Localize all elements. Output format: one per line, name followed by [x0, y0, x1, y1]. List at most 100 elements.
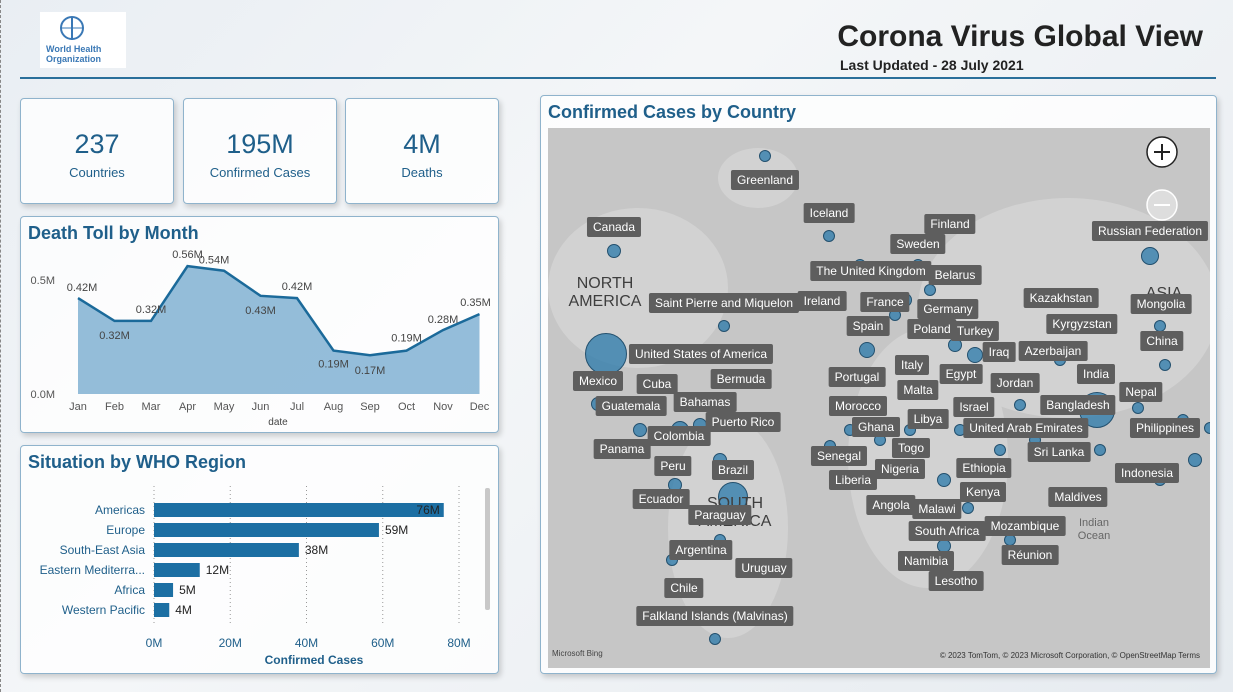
country-label: The United Kingdom: [810, 261, 932, 281]
country-label: United States of America: [628, 344, 774, 364]
chart: 0M 20M 40M 60M 80M Americas 76M Europe 59M South-…: [40, 486, 490, 667]
x-tick-label: Jul: [290, 401, 304, 413]
country-label: Nigeria: [874, 459, 926, 479]
country-label: Mexico: [572, 371, 624, 391]
kpi-label: Deaths: [401, 165, 443, 180]
map-bubble: [759, 150, 771, 162]
value-label: 0.42M: [67, 282, 98, 294]
map-bubble: [1094, 444, 1106, 456]
region-label: Indian Ocean: [1077, 517, 1111, 542]
x-tick-label: 0M: [146, 636, 163, 650]
y-tick-label: Eastern Mediterra...: [40, 563, 145, 577]
kpi-label: Countries: [69, 165, 125, 180]
country-label: Greenland: [730, 170, 800, 190]
map-bubble: [962, 502, 974, 514]
x-tick-label: Oct: [398, 401, 415, 413]
kpi-value: 237: [74, 129, 120, 159]
kpi-value: 195M: [226, 129, 294, 159]
y-tick-label: Americas: [95, 503, 145, 517]
country-label: China: [1140, 331, 1184, 351]
value-label: 59M: [385, 523, 408, 537]
y-tick-label: 0.5M: [31, 275, 55, 287]
country-label: Philippines: [1129, 418, 1201, 438]
zoom-in[interactable]: [1144, 134, 1180, 170]
map-attribution: Microsoft Bing: [552, 649, 603, 658]
map-bubble: [937, 473, 951, 487]
country-label: India: [1076, 364, 1116, 384]
logo: World Health Organization: [40, 12, 126, 68]
map-bubble: [924, 284, 936, 296]
country-label: Peru: [654, 456, 692, 476]
country-label: Togo: [891, 438, 931, 458]
x-tick-label: Mar: [142, 401, 161, 413]
country-label: Panama: [593, 439, 651, 459]
country-label: Iraq: [982, 342, 1016, 362]
y-tick-label: South-East Asia: [60, 543, 146, 557]
country-label: Senegal: [810, 446, 868, 466]
y-tick-label: 0.0M: [31, 389, 55, 401]
bar: [154, 563, 200, 577]
bar: [154, 523, 379, 537]
x-tick-label: Dec: [470, 401, 490, 413]
country-label: Israel: [953, 397, 995, 417]
logo-emblem: [60, 16, 84, 40]
country-label: Paraguay: [688, 505, 752, 525]
kpi-card: 237 Countries: [20, 98, 174, 204]
country-label: Ethiopia: [956, 458, 1012, 478]
country-label: Bermuda: [710, 369, 772, 389]
country-label: Mongolia: [1130, 294, 1192, 314]
value-label: 0.32M: [99, 330, 130, 342]
map-bubble: [967, 347, 983, 363]
country-label: Mozambique: [984, 516, 1066, 536]
country-label: United Arab Emirates: [963, 418, 1089, 438]
country-label: Brazil: [711, 460, 755, 480]
country-label: Guatemala: [595, 396, 667, 416]
country-label: Bahamas: [673, 392, 737, 412]
country-label: Namibia: [897, 551, 955, 571]
zoom-out[interactable]: [1144, 187, 1180, 223]
country-label: Libya: [907, 409, 949, 429]
value-label: 12M: [206, 563, 229, 577]
area: [78, 266, 480, 394]
country-label: Kenya: [959, 482, 1007, 502]
value-label: 0.42M: [282, 281, 313, 293]
map-bubble: [1132, 402, 1144, 414]
map-bubble: [718, 320, 730, 332]
value-label: 0.54M: [199, 255, 230, 267]
map[interactable]: NORTH AMERICAASIASOUTH AMERICAIndian Oce…: [548, 128, 1210, 668]
line-panel: Death Toll by Month 0.0M 0.5M 0.42M Jan 0.32…: [20, 216, 499, 433]
map-attribution[interactable]: © 2023 TomTom, © 2023 Microsoft Corporat…: [939, 651, 1200, 660]
map-bubble: [859, 342, 875, 358]
country-label: Jordan: [990, 373, 1040, 393]
value-label: 76M: [416, 503, 439, 517]
country-label: Portugal: [828, 367, 886, 387]
page-title: Corona Virus Global View: [837, 20, 1203, 53]
country-label: Kyrgyzstan: [1046, 314, 1118, 334]
country-label: Nepal: [1119, 382, 1163, 402]
value-label: 0.28M: [428, 314, 459, 326]
chart: 0.0M 0.5M 0.42M Jan 0.32M Feb 0.32M Mar 0.56M Apr…: [31, 249, 491, 428]
country-label: Spain: [846, 316, 890, 336]
x-tick-label: Nov: [433, 401, 453, 413]
x-tick-label: May: [214, 401, 235, 413]
country-label: Liberia: [828, 470, 878, 490]
bar: [154, 603, 170, 617]
country-label: Sweden: [890, 234, 946, 254]
map-bubble: [823, 230, 835, 242]
bar: [154, 583, 174, 597]
bar: [154, 543, 299, 557]
country-label: Uruguay: [735, 558, 793, 578]
bar: [154, 503, 444, 517]
kpi-card: 195M Confirmed Cases: [183, 98, 337, 204]
x-tick-label: Jan: [69, 401, 87, 413]
scrollbar[interactable]: [485, 488, 490, 610]
map-bubble: [994, 444, 1006, 456]
country-label: Germany: [917, 299, 979, 319]
header-rule: [20, 77, 1216, 79]
map-bubble: [1204, 422, 1210, 434]
country-label: Colombia: [647, 426, 711, 446]
country-label: Italy: [894, 355, 930, 375]
x-tick-label: 20M: [219, 636, 242, 650]
country-label: Ecuador: [632, 489, 690, 509]
